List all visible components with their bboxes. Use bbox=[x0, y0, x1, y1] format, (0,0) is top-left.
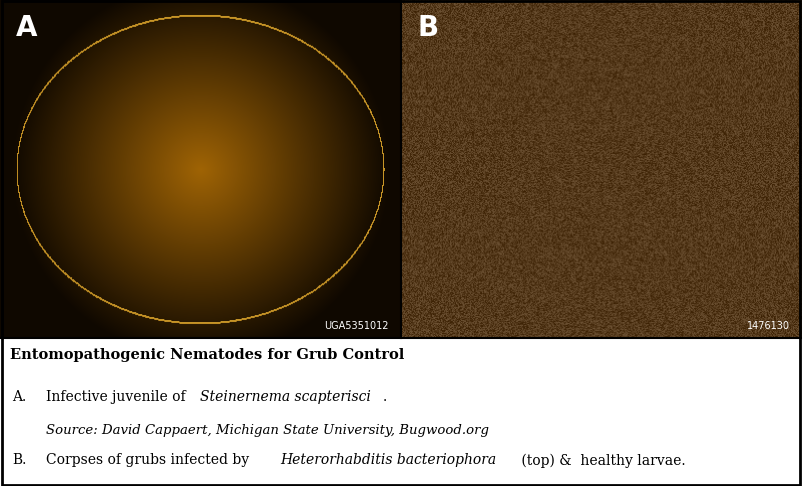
Text: Source: David Cappaert, Michigan State University, Bugwood.org: Source: David Cappaert, Michigan State U… bbox=[46, 424, 488, 437]
Text: UGA5351012: UGA5351012 bbox=[325, 321, 389, 331]
Text: A: A bbox=[16, 14, 38, 41]
Text: .: . bbox=[383, 390, 387, 404]
Text: B.: B. bbox=[12, 453, 26, 468]
Text: Corpses of grubs infected by: Corpses of grubs infected by bbox=[46, 453, 253, 468]
Text: Entomopathogenic Nematodes for Grub Control: Entomopathogenic Nematodes for Grub Cont… bbox=[10, 348, 404, 362]
Text: Infective juvenile of: Infective juvenile of bbox=[46, 390, 190, 404]
Text: B: B bbox=[417, 14, 438, 41]
Text: Steinernema scapterisci: Steinernema scapterisci bbox=[200, 390, 371, 404]
Text: Heterorhabditis bacteriophora: Heterorhabditis bacteriophora bbox=[280, 453, 496, 468]
Text: A.: A. bbox=[12, 390, 26, 404]
Text: (top) &  healthy larvae.: (top) & healthy larvae. bbox=[517, 453, 686, 468]
Text: 1476130: 1476130 bbox=[747, 321, 790, 331]
